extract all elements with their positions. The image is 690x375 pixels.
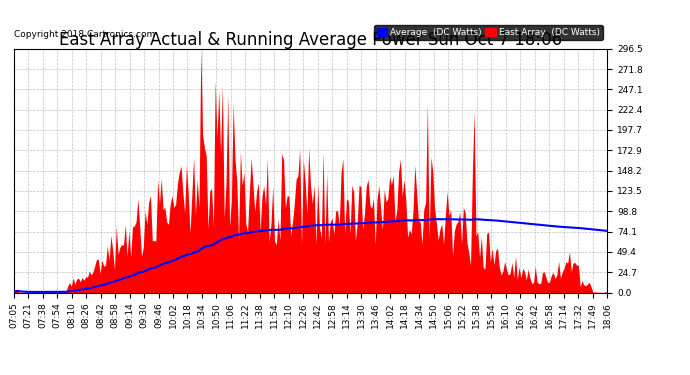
Text: Copyright 2018 Cartronics.com: Copyright 2018 Cartronics.com bbox=[14, 30, 155, 39]
Title: East Array Actual & Running Average Power Sun Oct 7 18:06: East Array Actual & Running Average Powe… bbox=[59, 31, 562, 49]
Legend: Average  (DC Watts), East Array  (DC Watts): Average (DC Watts), East Array (DC Watts… bbox=[374, 25, 602, 40]
